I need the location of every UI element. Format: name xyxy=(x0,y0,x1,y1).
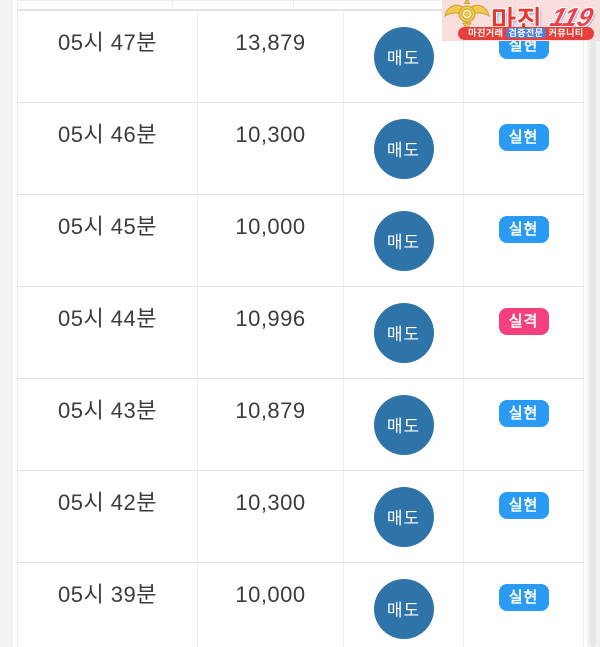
trade-time: 05시 43분 xyxy=(17,378,198,471)
site-logo-watermark: 마진 119 마진거래 검증전문 커뮤니티 xyxy=(442,0,600,41)
sell-button[interactable]: 매도 xyxy=(373,302,434,363)
sell-button[interactable]: 매도 xyxy=(373,118,434,179)
trade-table-body: 05시 47분 13,879 매도 실현 05시 46분 10,300 매도 실현 05시 45… xyxy=(17,10,584,647)
table-row: 05시 39분 10,000 매도 실현 xyxy=(17,562,584,647)
table-row: 05시 45분 10,000 매도 실현 xyxy=(17,194,584,287)
status-badge: 실현 xyxy=(498,584,549,611)
trade-action-cell: 매도 xyxy=(343,562,464,647)
trade-status-cell: 실현 xyxy=(463,562,584,647)
trade-status-cell: 실현 xyxy=(463,378,584,471)
tagline-highlight: 검증전문 xyxy=(506,28,546,38)
trade-status-cell: 실현 xyxy=(463,194,584,287)
status-badge: 실현 xyxy=(498,492,549,519)
trade-time: 05시 39분 xyxy=(17,562,198,647)
trade-action-cell: 매도 xyxy=(343,378,464,471)
trade-price: 10,879 xyxy=(197,378,344,471)
trade-action-cell: 매도 xyxy=(343,286,464,379)
trade-price: 13,879 xyxy=(197,10,344,103)
trade-time: 05시 47분 xyxy=(17,10,198,103)
trade-status-cell: 실현 xyxy=(463,470,584,563)
status-badge: 실현 xyxy=(498,124,549,151)
trade-time: 05시 46분 xyxy=(17,102,198,195)
sell-button[interactable]: 매도 xyxy=(373,210,434,271)
table-row: 05시 47분 13,879 매도 실현 xyxy=(17,10,584,103)
trade-price: 10,300 xyxy=(197,470,344,563)
trade-price: 10,996 xyxy=(197,286,344,379)
sell-button[interactable]: 매도 xyxy=(373,486,434,547)
sell-button[interactable]: 매도 xyxy=(373,26,434,87)
table-row: 05시 46분 10,300 매도 실현 xyxy=(17,102,584,195)
remnant-cell xyxy=(18,1,173,9)
tagline-left: 마진거래 xyxy=(468,28,504,38)
trade-grid: 05시 47분 13,879 매도 실현 05시 46분 10,300 매도 실현 05시 45… xyxy=(17,0,584,647)
tagline-right: 커뮤니티 xyxy=(548,28,584,38)
trade-action-cell: 매도 xyxy=(343,194,464,287)
status-badge: 실격 xyxy=(498,308,549,335)
sell-button[interactable]: 매도 xyxy=(373,578,434,639)
trade-price: 10,000 xyxy=(197,562,344,647)
trade-table: 05시 47분 13,879 매도 실현 05시 46분 10,300 매도 실현 05시 45… xyxy=(17,10,584,647)
trade-action-cell: 매도 xyxy=(343,102,464,195)
trade-price: 10,300 xyxy=(197,102,344,195)
trade-price: 10,000 xyxy=(197,194,344,287)
status-badge: 실현 xyxy=(498,216,549,243)
trade-status-cell: 실격 xyxy=(463,286,584,379)
sell-button[interactable]: 매도 xyxy=(373,394,434,455)
trade-action-cell: 매도 xyxy=(343,470,464,563)
trade-time: 05시 42분 xyxy=(17,470,198,563)
table-row: 05시 44분 10,996 매도 실격 xyxy=(17,286,584,379)
scrollbar-track[interactable] xyxy=(590,0,596,647)
trade-status-cell: 실현 xyxy=(463,102,584,195)
table-row: 05시 43분 10,879 매도 실현 xyxy=(17,378,584,471)
police-emblem-icon xyxy=(444,0,490,30)
trade-time: 05시 44분 xyxy=(17,286,198,379)
trade-history-card: 05시 47분 13,879 매도 실현 05시 46분 10,300 매도 실현 05시 45… xyxy=(13,0,587,647)
remnant-cell xyxy=(173,1,294,9)
status-badge: 실현 xyxy=(498,400,549,427)
table-row: 05시 42분 10,300 매도 실현 xyxy=(17,470,584,563)
logo-tagline-banner: 마진거래 검증전문 커뮤니티 xyxy=(458,27,594,40)
trade-time: 05시 45분 xyxy=(17,194,198,287)
